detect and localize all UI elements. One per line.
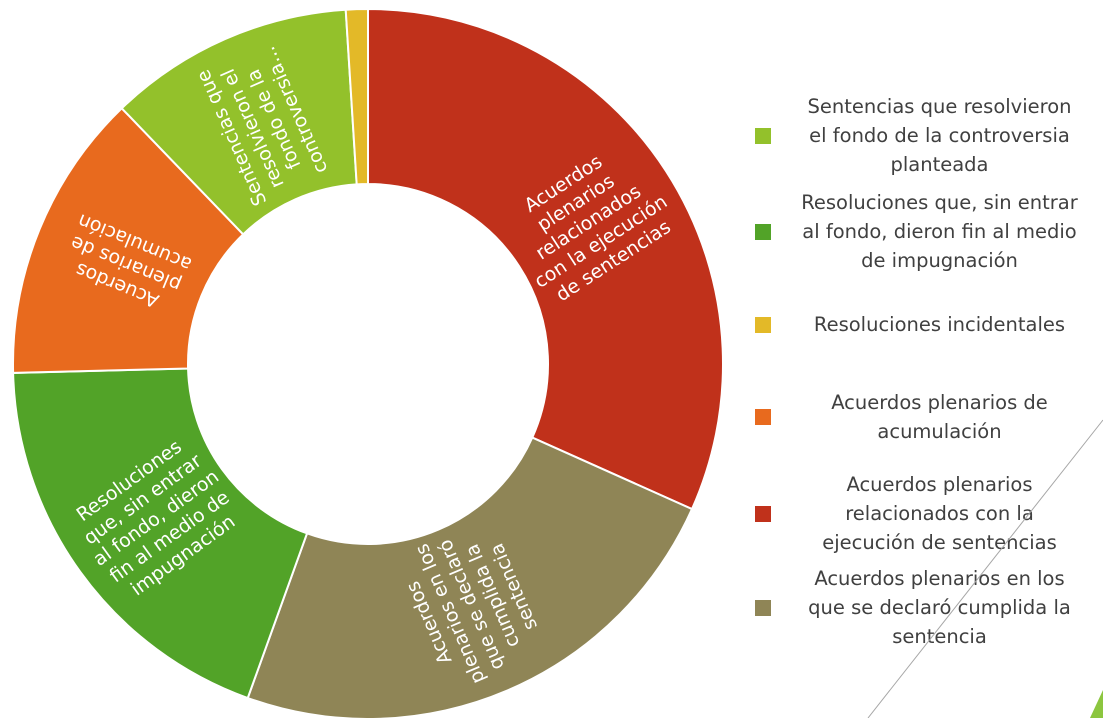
- legend-item: Resoluciones incidentales: [755, 310, 1103, 339]
- decorative-accent-shape: [1090, 690, 1103, 718]
- legend-label: Acuerdos plenarios relacionados con la eje…: [776, 470, 1103, 557]
- legend-label: Acuerdos plenarios en los que se declaró …: [776, 564, 1103, 651]
- legend-item: Acuerdos plenarios relacionados con la eje…: [755, 470, 1103, 557]
- legend-label-line: Resoluciones que, sin entrar: [801, 191, 1078, 214]
- legend-swatch: [755, 316, 771, 333]
- decorative-line: [867, 419, 1103, 718]
- legend-label-line: de impugnación: [861, 249, 1018, 272]
- legend-item: Sentencias que resolvieron el fondo de la…: [755, 92, 1103, 179]
- donut-slices: [12, 7, 724, 718]
- donut-slice: [367, 7, 724, 511]
- legend-label: Resoluciones incidentales: [776, 310, 1103, 339]
- donut-slice: [344, 7, 369, 186]
- legend-label-line: al fondo, dieron fin al medio: [802, 220, 1077, 243]
- donut-slice: [246, 436, 694, 718]
- legend-swatch: [755, 223, 771, 240]
- donut-slice: [12, 367, 309, 700]
- legend-label: Sentencias que resolvieron el fondo de la…: [776, 92, 1103, 179]
- legend-label: Resoluciones que, sin entrar al fondo, di…: [776, 188, 1103, 275]
- legend-item: Acuerdos plenarios en los que se declaró …: [755, 564, 1103, 651]
- legend-swatch: [755, 409, 771, 425]
- legend-label-line: acumulación: [877, 420, 1002, 443]
- legend-label-line: Acuerdos plenarios en los: [814, 567, 1065, 590]
- legend-swatch: [755, 599, 771, 616]
- donut-slice: [12, 106, 245, 374]
- legend-swatch: [755, 505, 771, 522]
- legend-label: Acuerdos plenarios de acumulación: [776, 388, 1103, 446]
- legend-label-line: Resoluciones incidentales: [813, 313, 1066, 336]
- legend-label-line: Sentencias que resolvieron: [807, 95, 1072, 118]
- legend-label-line: sentencia: [892, 625, 987, 648]
- legend-label-line: ejecución de sentencias: [822, 531, 1057, 554]
- legend-label-line: relacionados con la: [845, 502, 1034, 525]
- legend-item: Acuerdos plenarios de acumulación: [755, 388, 1103, 446]
- legend-label-line: Acuerdos plenarios: [846, 473, 1033, 496]
- legend-label-line: Acuerdos plenarios de: [831, 391, 1048, 414]
- legend-label-line: el fondo de la controversia: [809, 124, 1070, 147]
- legend-swatch: [755, 127, 771, 144]
- legend-label-line: planteada: [890, 153, 989, 176]
- legend-label-line: que se declaró cumplida la: [808, 596, 1071, 619]
- chart-legend: Sentencias que resolvieron el fondo de la…: [755, 92, 1103, 652]
- legend-item: Resoluciones que, sin entrar al fondo, di…: [755, 188, 1103, 275]
